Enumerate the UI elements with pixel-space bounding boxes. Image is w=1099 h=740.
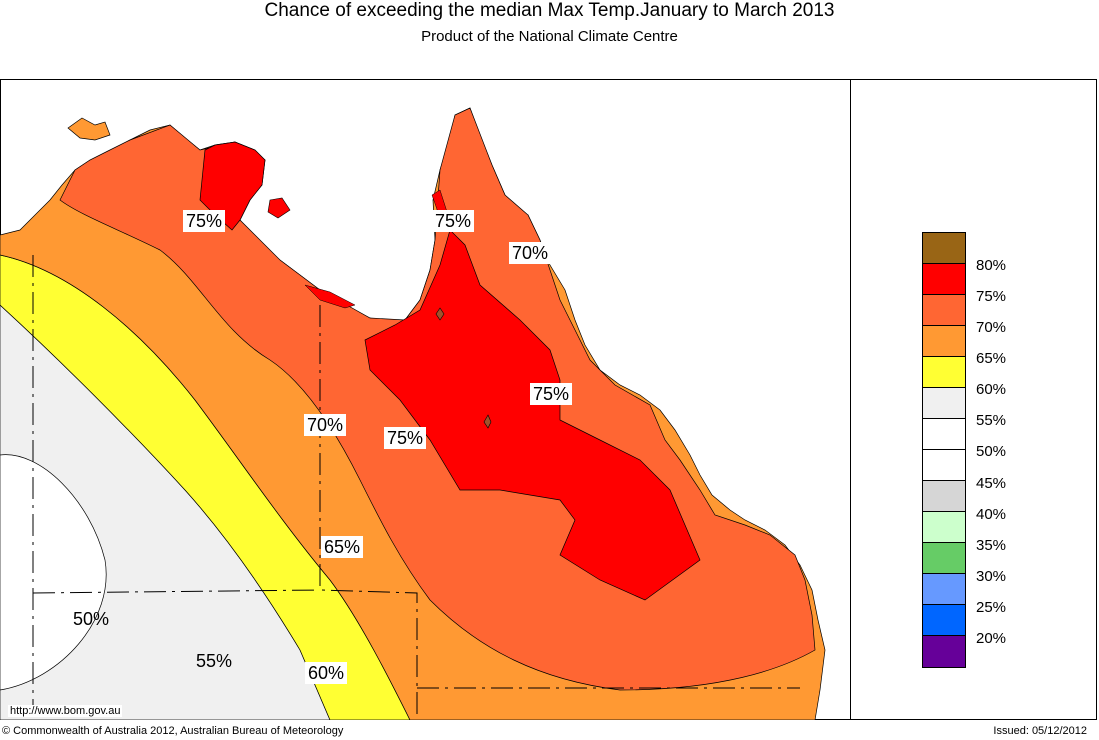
copyright-notice: © Commonwealth of Australia 2012, Austra…: [2, 725, 344, 737]
legend-swatch: [923, 636, 965, 667]
zone-75-central: [364, 229, 701, 601]
probability-map: [0, 107, 826, 720]
legend-swatch: [923, 388, 965, 419]
state-border-nt-qld: [319, 305, 418, 720]
source-url[interactable]: http://www.bom.gov.au: [8, 705, 123, 717]
legend-swatch: [923, 481, 965, 512]
map-panel: 75% 75% 70% 75% 70% 75% 65% 50% 55% 60%: [0, 79, 851, 720]
issued-date: Issued: 05/12/2012: [993, 725, 1087, 737]
legend-swatch: [923, 357, 965, 388]
legend-label: 25%: [976, 599, 1007, 616]
legend-label: 40%: [976, 506, 1007, 523]
contour-label: 60%: [305, 662, 348, 684]
state-border-sa: [32, 589, 321, 594]
legend-swatch: [923, 295, 965, 326]
legend-label: 35%: [976, 537, 1007, 554]
island-1: [67, 117, 111, 141]
legend-label: 60%: [976, 381, 1007, 398]
contour-label: 75%: [432, 210, 475, 232]
legend-swatch: [923, 605, 965, 636]
island-2: [267, 197, 291, 219]
legend-label: 80%: [976, 257, 1007, 274]
legend-label: 70%: [976, 319, 1007, 336]
legend-label: 55%: [976, 412, 1007, 429]
legend-swatch: [923, 543, 965, 574]
contour-label: 70%: [509, 242, 552, 264]
legend-swatch: [923, 233, 965, 264]
legend: [922, 232, 966, 668]
contour-label: 75%: [183, 210, 226, 232]
map-subtitle: Product of the National Climate Centre: [421, 28, 678, 45]
legend-swatch: [923, 512, 965, 543]
map-title: Chance of exceeding the median Max Temp.…: [264, 0, 835, 21]
legend-swatch: [923, 574, 965, 605]
legend-swatch: [923, 450, 965, 481]
zone-75-coast: [304, 284, 356, 309]
contour-label: 65%: [321, 536, 364, 558]
legend-label: 75%: [976, 288, 1007, 305]
legend-label: 65%: [976, 350, 1007, 367]
legend-swatch: [923, 326, 965, 357]
marker-1: [435, 307, 445, 321]
legend-swatch: [923, 264, 965, 295]
contour-label: 70%: [304, 414, 347, 436]
legend-label: 20%: [976, 630, 1007, 647]
legend-label: 45%: [976, 475, 1007, 492]
contour-label: 50%: [73, 609, 110, 629]
legend-swatch: [923, 419, 965, 450]
marker-2: [483, 414, 492, 429]
legend-label: 30%: [976, 568, 1007, 585]
contour-label: 55%: [196, 651, 233, 671]
contour-label: 75%: [530, 383, 573, 405]
legend-label: 50%: [976, 443, 1007, 460]
zone-50: [0, 454, 107, 691]
contour-label: 75%: [384, 427, 427, 449]
